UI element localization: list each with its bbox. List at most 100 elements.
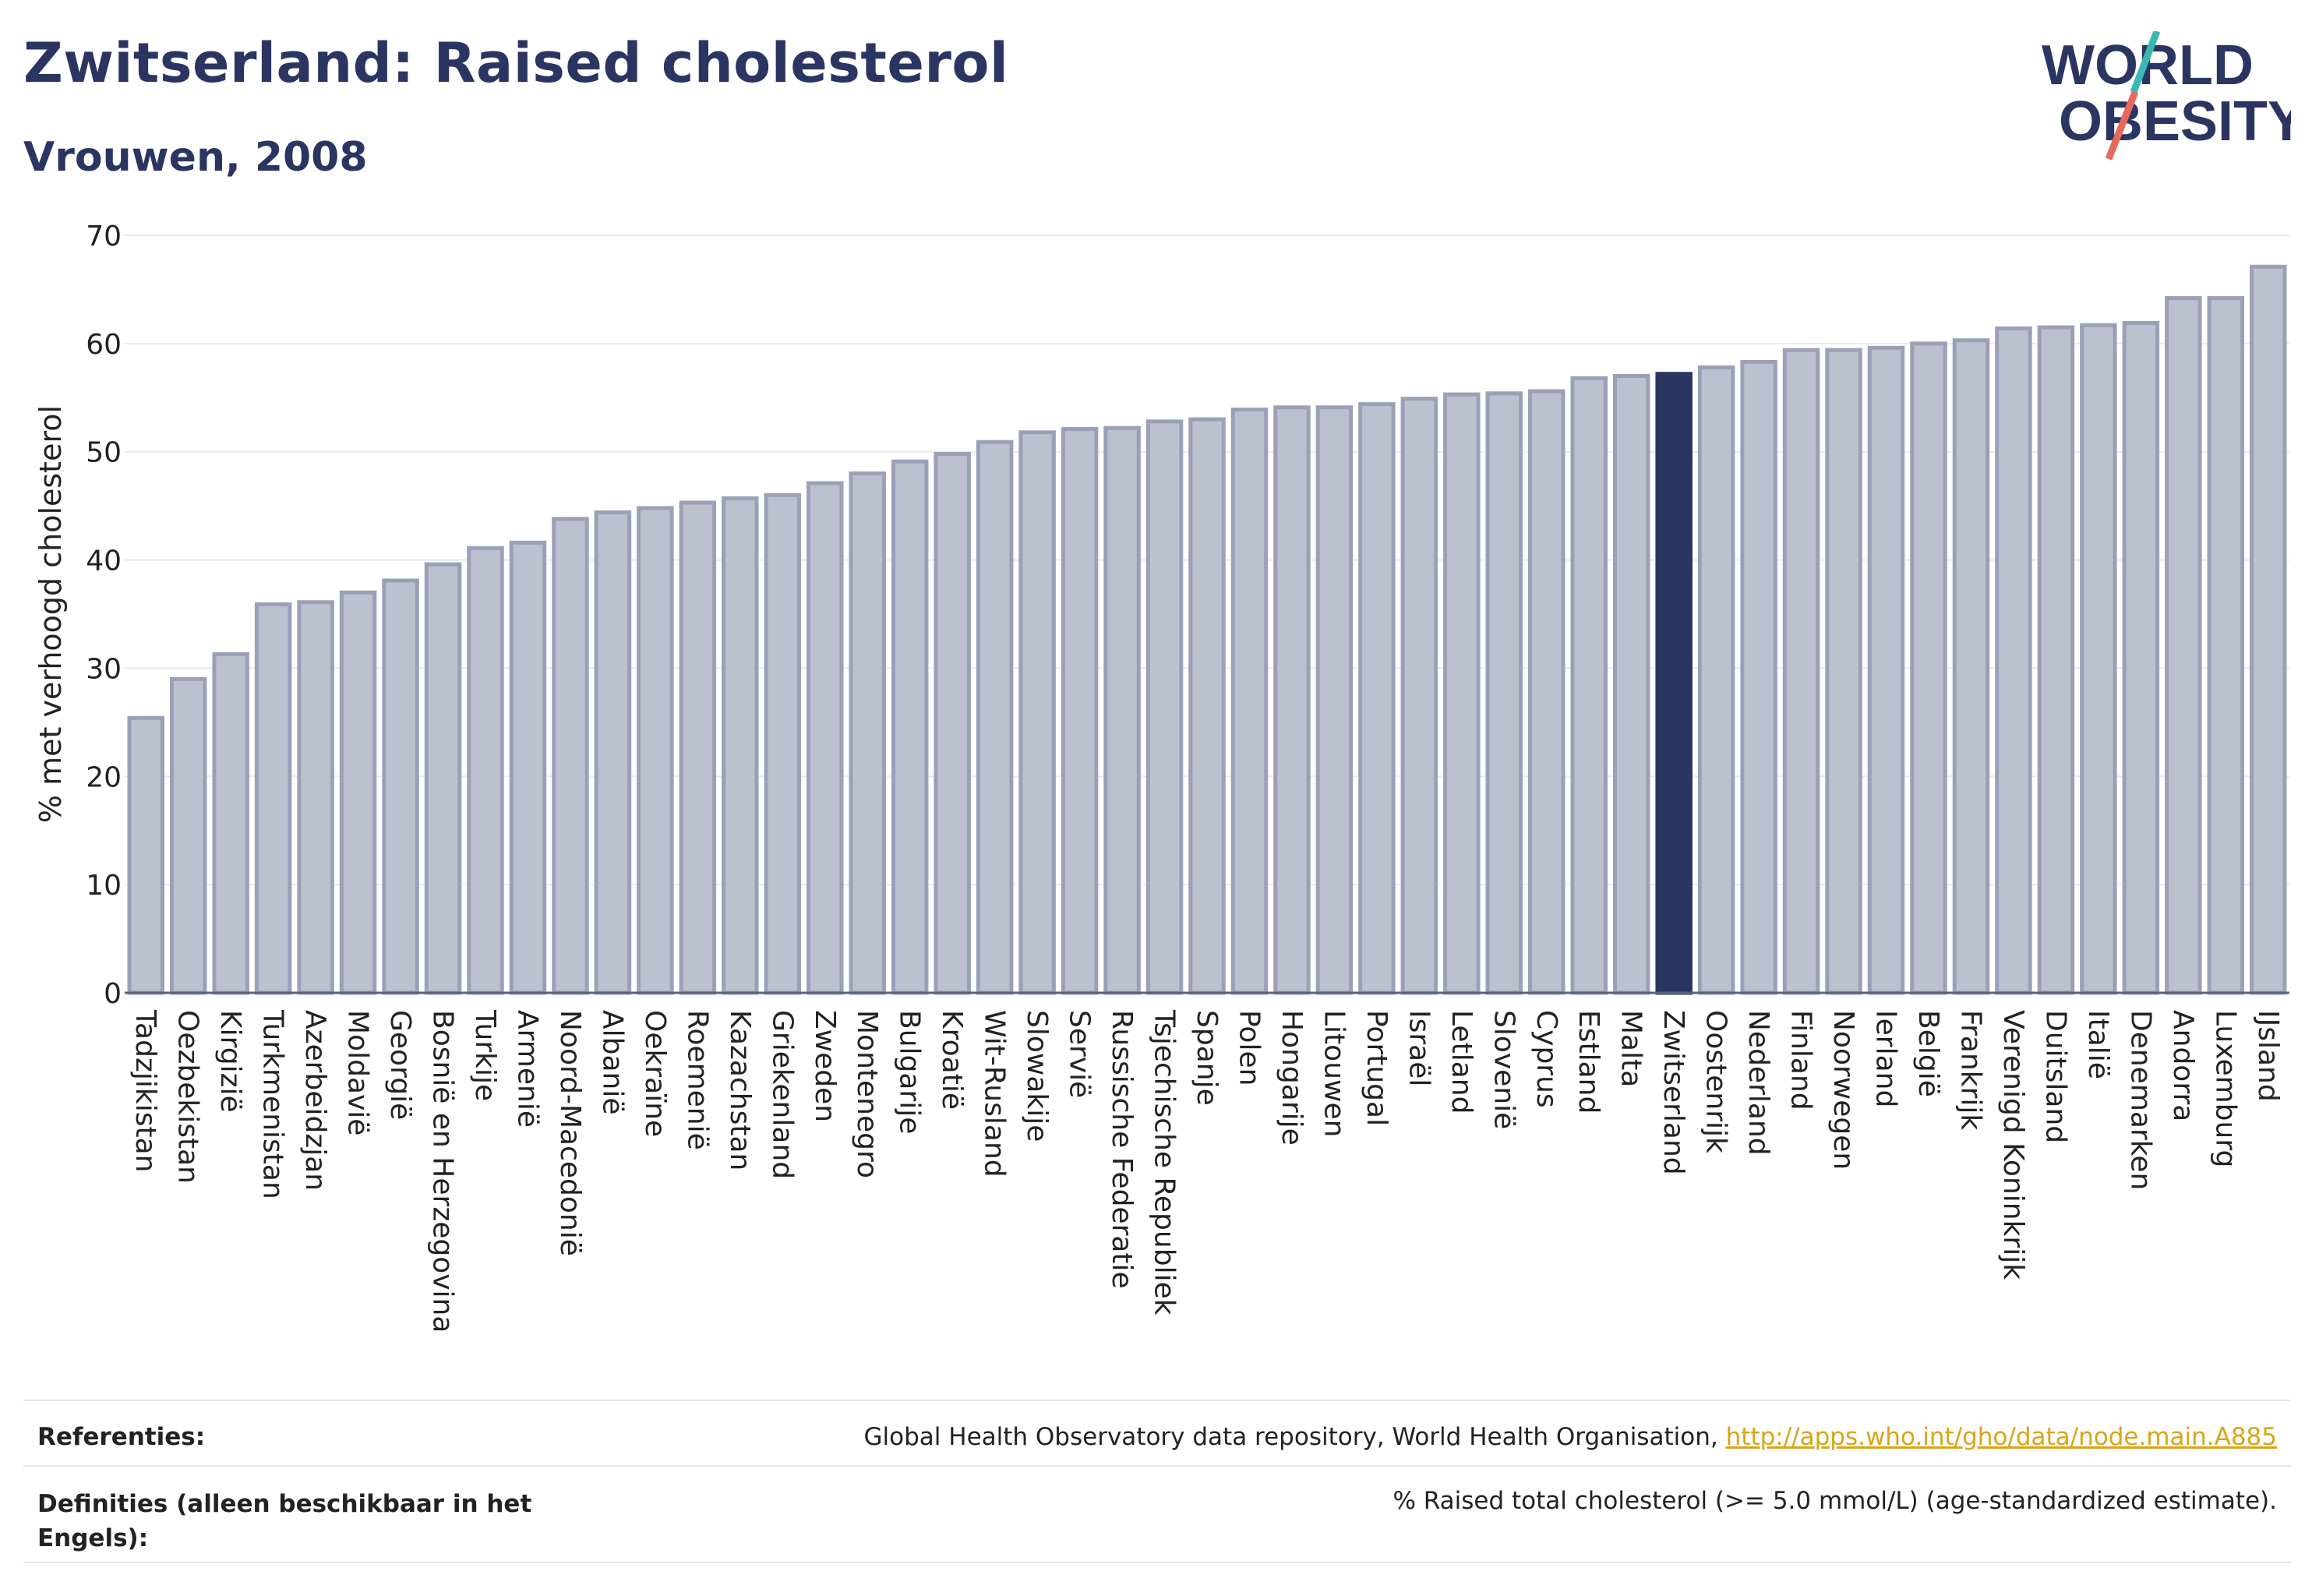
x-tick-label: Tadzjikistan (129, 1009, 161, 1172)
bar (1825, 348, 1862, 995)
x-tick-label: Verenigd Koninkrijk (1997, 1010, 2029, 1280)
bar (1018, 430, 1056, 995)
y-tick-label: 10 (86, 870, 122, 902)
bar (297, 600, 334, 995)
logo-word-obesity: OBESITY (2059, 90, 2291, 153)
bar (254, 602, 292, 995)
x-tick-label: Noord-Macedonië (554, 1010, 586, 1256)
x-tick-label: Georgië (384, 1010, 416, 1120)
bar (339, 590, 377, 995)
bar (467, 546, 504, 995)
x-tick-label: Estland (1573, 1010, 1604, 1114)
x-tick-label: Luxemburg (2209, 1010, 2241, 1167)
footer-divider-middle (23, 1465, 2291, 1467)
bar (127, 715, 164, 995)
x-tick-label: Oekraïne (639, 1010, 671, 1137)
y-tick-label: 50 (86, 437, 122, 469)
bar (169, 676, 207, 995)
y-tick-label: 20 (86, 761, 122, 793)
y-tick-label: 30 (86, 653, 122, 685)
bar-highlight (1655, 372, 1693, 995)
bar (552, 517, 589, 995)
x-tick-label: Roemenië (681, 1010, 713, 1150)
x-tick-label: Turkije (469, 1009, 501, 1101)
bar (1612, 374, 1650, 995)
bar (934, 451, 971, 995)
x-tick-label: Hongarije (1276, 1010, 1308, 1146)
x-tick-label: Kroatië (936, 1010, 968, 1110)
bar-chart: 0 10 20 30 40 50 60 70 Tadzjikistan Oezbekistan K… (34, 221, 2289, 1333)
x-tick-label: Malta (1615, 1010, 1647, 1087)
x-tick-label: Spanje (1191, 1010, 1223, 1106)
logo-slash-red (2105, 90, 2139, 161)
x-tick-label: Nederland (1742, 1010, 1774, 1156)
bar (1358, 402, 1396, 995)
definitions-row: Definities (alleen beschikbaar in het En… (23, 1487, 2291, 1557)
chart-subtitle: Vrouwen, 2008 (23, 134, 368, 181)
bar (424, 562, 462, 995)
x-tick-label: IJsland (2252, 1010, 2284, 1102)
bar (1697, 365, 1735, 995)
logo-word-world: WORLD (2042, 34, 2254, 97)
bar (594, 510, 632, 995)
bar (1103, 425, 1141, 995)
bar (1782, 348, 1820, 995)
x-tick-label: Armenië (511, 1010, 543, 1128)
definitions-label: Definities (alleen beschikbaar in het En… (37, 1490, 532, 1552)
bar (382, 578, 419, 995)
bar (1230, 408, 1269, 995)
bar (1273, 405, 1311, 995)
bar (976, 440, 1014, 995)
x-tick-label: Tsjechische Republiek (1149, 1009, 1181, 1315)
x-tick-label: Cyprus (1530, 1010, 1562, 1108)
x-tick-label: Noorwegen (1827, 1010, 1859, 1170)
x-tick-label: Litouwen (1318, 1010, 1350, 1137)
references-value: Global Health Observatory data repositor… (864, 1423, 2277, 1451)
x-tick-label: Russische Federatie (1106, 1010, 1138, 1289)
x-tick-label: Oezbekistan (172, 1010, 204, 1184)
bar (509, 540, 547, 995)
chart-title: Zwitserland: Raised cholesterol (23, 31, 1009, 95)
x-tick-label: Servië (1064, 1010, 1096, 1098)
bar (1740, 359, 1777, 995)
bar (1952, 338, 1990, 995)
x-tick-label: Montenegro (851, 1010, 883, 1178)
y-axis-label: % met verhoogd cholesterol (34, 405, 68, 823)
x-tick-label: Kirgizië (214, 1010, 246, 1113)
x-tick-label: Kazachstan (724, 1010, 756, 1171)
bar (2250, 264, 2287, 995)
references-label: Referenties: (37, 1423, 206, 1451)
references-row: Referenties: Global Health Observatory d… (23, 1423, 2291, 1454)
bar (1400, 397, 1438, 995)
footer-divider-bottom (23, 1562, 2291, 1563)
x-tick-label: Polen (1233, 1010, 1265, 1086)
bar (2080, 323, 2117, 995)
x-tick-label: Moldavië (342, 1010, 374, 1135)
bars (127, 264, 2287, 995)
bar (1443, 392, 1481, 995)
bar (1995, 326, 2032, 995)
x-tick-label: Slovenië (1488, 1010, 1520, 1129)
bar (1485, 391, 1523, 995)
y-tick-label: 40 (86, 546, 122, 577)
x-tick-label: Oostenrijk (1700, 1010, 1732, 1153)
x-tick-label: Bulgarije (894, 1010, 926, 1134)
x-tick-label: Portugal (1361, 1010, 1393, 1126)
x-tick-label: Slowakije (1021, 1010, 1053, 1142)
definitions-text: % Raised total cholesterol (>= 5.0 mmol/… (1393, 1487, 2277, 1515)
bar (2122, 320, 2160, 995)
y-tick-label: 0 (104, 978, 122, 1010)
y-tick-label: 60 (86, 329, 122, 361)
references-link[interactable]: http://apps.who.int/gho/data/node.main.A… (1725, 1423, 2277, 1451)
bar (891, 459, 929, 995)
bar (1061, 427, 1099, 995)
x-tick-label: België (1912, 1010, 1944, 1097)
bar (2037, 325, 2075, 995)
x-tick-label: Finland (1785, 1010, 1817, 1110)
x-tick-label: Griekenland (766, 1010, 798, 1179)
x-tick-label: Letland (1445, 1010, 1477, 1114)
x-tick-label: Zweden (809, 1010, 841, 1122)
x-tick-label: Andorra (2167, 1010, 2199, 1121)
x-tick-label: Israël (1403, 1010, 1435, 1086)
x-tick-label: Ierland (1870, 1010, 1902, 1107)
